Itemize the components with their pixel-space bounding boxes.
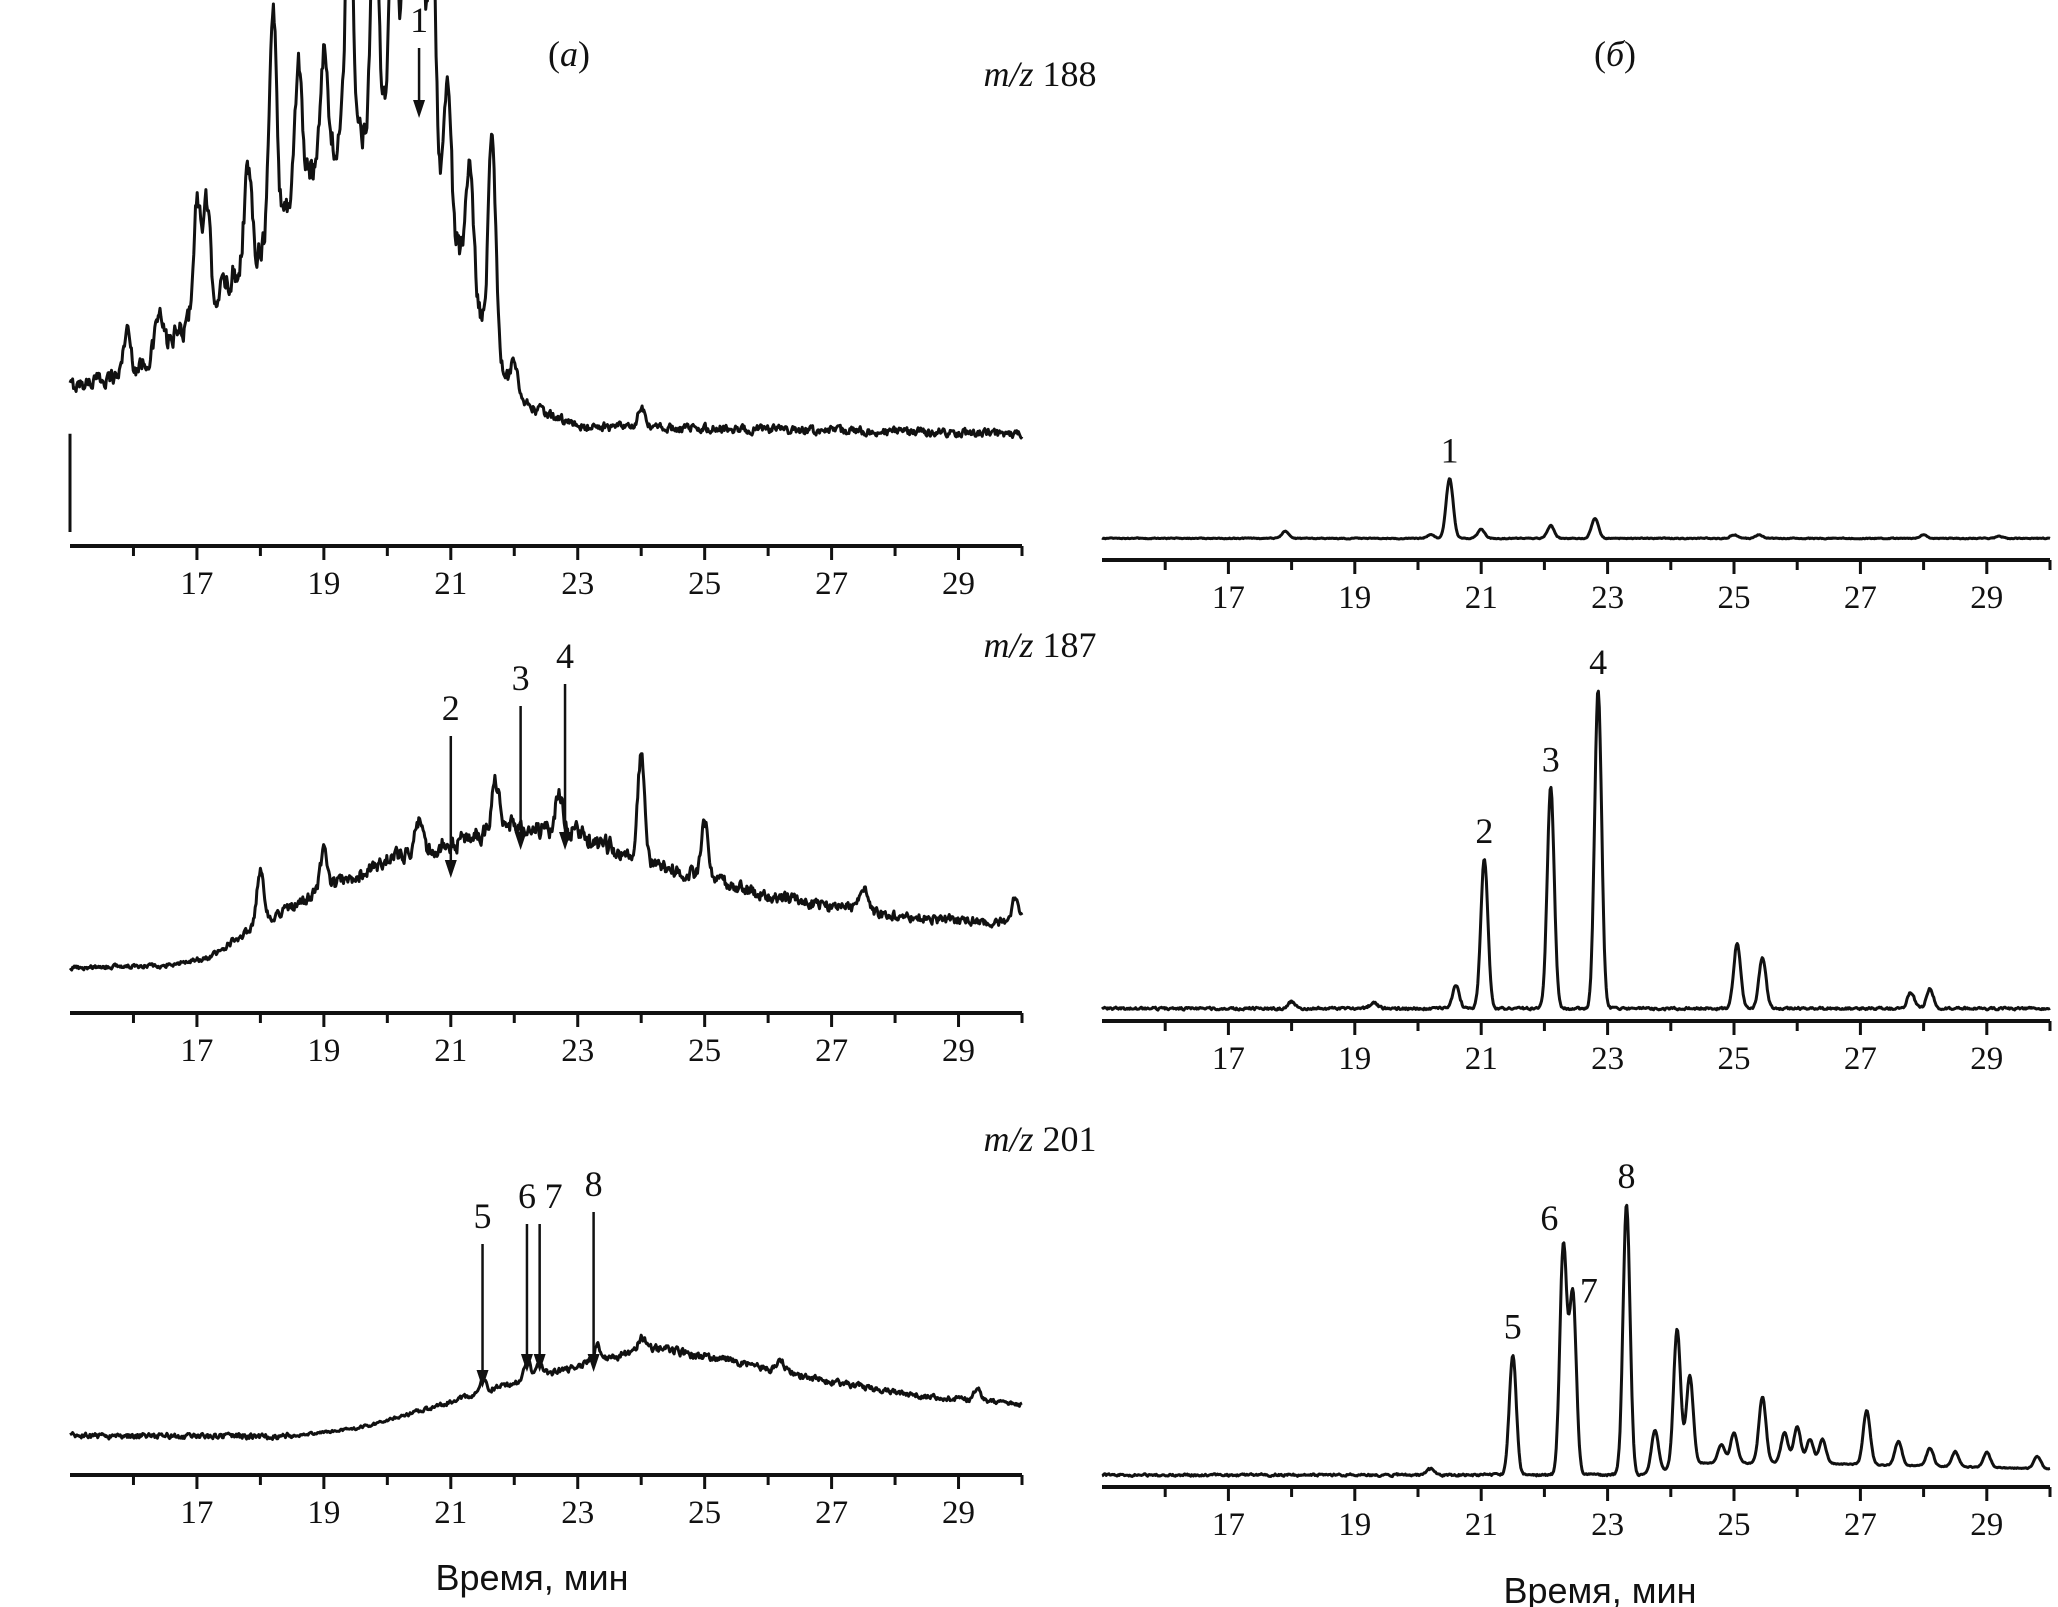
x-tick-label: 25 — [688, 1495, 721, 1531]
x-tick-label: 27 — [815, 566, 848, 602]
x-tick-label: 27 — [1844, 580, 1877, 616]
peak-label: 8 — [585, 1164, 603, 1204]
peak-label: 3 — [512, 658, 530, 698]
peak-label: 5 — [1504, 1307, 1522, 1347]
peak-label: 3 — [1542, 740, 1560, 780]
x-tick-label: 23 — [561, 1033, 594, 1069]
x-tick-label: 17 — [180, 566, 213, 602]
x-tick-label: 25 — [688, 1033, 721, 1069]
panel-a-mz188: 17 19 21 23 25 27 29 1 — [68, 0, 1024, 602]
x-tick-label: 23 — [561, 1495, 594, 1531]
x-axis-title-a: Время, мин — [435, 1557, 628, 1598]
x-tick-label: 17 — [180, 1033, 213, 1069]
x-tick-label: 29 — [942, 1033, 975, 1069]
x-tick-label: 19 — [1338, 1507, 1371, 1543]
peak-label: 6 — [518, 1176, 536, 1216]
x-tick-label: 17 — [1212, 580, 1245, 616]
peak-label: 8 — [1618, 1156, 1636, 1196]
peak-label: 7 — [545, 1176, 563, 1216]
series-line — [68, 752, 1024, 972]
x-tick-label: 23 — [1591, 580, 1624, 616]
peak-arrow-head — [520, 1354, 533, 1372]
x-tick-label: 25 — [688, 566, 721, 602]
peak-label: 2 — [442, 688, 460, 728]
peak-arrow-head — [444, 860, 457, 878]
series-line — [1101, 689, 2051, 1012]
peak-arrow-head — [514, 832, 527, 850]
row-label-mz187: m/z 187 — [983, 625, 1096, 665]
x-tick-label: 19 — [307, 1033, 340, 1069]
panel-letter-b: (б) — [1594, 34, 1636, 74]
x-axis-title-b: Время, мин — [1503, 1570, 1696, 1607]
x-tick-label: 27 — [1844, 1507, 1877, 1543]
x-tick-label: 29 — [942, 1495, 975, 1531]
panel-b-mz201: 17 19 21 23 25 27 29 5 67 8 — [1101, 1156, 2052, 1543]
x-tick-label: 21 — [1465, 580, 1498, 616]
peak-label: 4 — [1589, 642, 1607, 682]
x-tick-label: 21 — [1465, 1507, 1498, 1543]
x-tick-label: 27 — [1844, 1041, 1877, 1077]
x-tick-label: 17 — [1212, 1041, 1245, 1077]
x-tick-label: 21 — [434, 1495, 467, 1531]
x-tick-label: 23 — [1591, 1041, 1624, 1077]
x-tick-label: 19 — [307, 566, 340, 602]
x-tick-label: 29 — [1970, 580, 2003, 616]
row-label-mz201: m/z 201 — [983, 1119, 1096, 1159]
x-tick-label: 23 — [561, 566, 594, 602]
peak-arrow-head — [533, 1354, 546, 1372]
peak-label: 1 — [1441, 430, 1459, 470]
x-tick-label: 17 — [180, 1495, 213, 1531]
x-tick-label: 27 — [815, 1033, 848, 1069]
x-tick-label: 21 — [434, 566, 467, 602]
x-tick-label: 21 — [434, 1033, 467, 1069]
peak-arrow-head — [413, 100, 426, 118]
series-line — [69, 1333, 1023, 1441]
x-tick-label: 25 — [1718, 1507, 1751, 1543]
peak-label: 7 — [1580, 1270, 1598, 1310]
peak-label: 2 — [1475, 811, 1493, 851]
panel-b-mz188: 17 19 21 23 25 27 29 1 — [1101, 430, 2052, 616]
x-tick-label: 25 — [1718, 580, 1751, 616]
x-tick-label: 29 — [1970, 1507, 2003, 1543]
x-tick-label: 19 — [1338, 580, 1371, 616]
peak-label: 6 — [1540, 1198, 1558, 1238]
series-line — [1101, 477, 2051, 541]
peak-label: 1 — [410, 0, 428, 40]
peak-label: 5 — [474, 1196, 492, 1236]
peak-label: 4 — [556, 636, 574, 676]
x-tick-label: 27 — [815, 1495, 848, 1531]
x-tick-label: 19 — [307, 1495, 340, 1531]
x-tick-label: 23 — [1591, 1507, 1624, 1543]
peak-arrow-head — [476, 1370, 489, 1388]
panel-a-mz201: 17 19 21 23 25 27 29 5 6 7 8 — [69, 1164, 1024, 1531]
series-line — [68, 0, 1024, 440]
peak-arrow-head — [559, 832, 572, 850]
x-tick-label: 29 — [1970, 1041, 2003, 1077]
x-tick-label: 17 — [1212, 1507, 1245, 1543]
row-label-mz188: m/z 188 — [983, 54, 1096, 94]
x-tick-label: 25 — [1718, 1041, 1751, 1077]
x-tick-label: 29 — [942, 566, 975, 602]
panel-letter-a: (а) — [548, 34, 590, 74]
x-tick-label: 19 — [1338, 1041, 1371, 1077]
peak-arrow-head — [587, 1354, 600, 1372]
x-tick-label: 21 — [1465, 1041, 1498, 1077]
series-line — [1101, 1203, 2051, 1479]
